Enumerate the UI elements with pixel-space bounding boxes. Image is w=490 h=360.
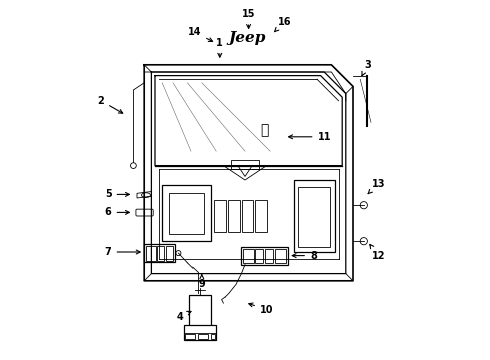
Bar — [189, 295, 211, 326]
Bar — [162, 185, 211, 241]
Text: 16: 16 — [274, 17, 292, 32]
Bar — [255, 249, 263, 263]
Bar — [228, 200, 240, 232]
Text: 2: 2 — [98, 96, 122, 113]
Text: 12: 12 — [370, 244, 385, 261]
Bar — [294, 180, 335, 252]
Bar — [298, 187, 330, 247]
Text: 13: 13 — [368, 179, 385, 194]
Text: 6: 6 — [105, 207, 129, 217]
Bar — [231, 160, 259, 169]
Bar — [274, 249, 286, 263]
Bar — [198, 334, 208, 339]
Text: 9: 9 — [198, 274, 205, 289]
Text: ⮳: ⮳ — [261, 123, 269, 137]
Bar — [211, 334, 215, 339]
Text: 15: 15 — [242, 9, 255, 28]
Text: 4: 4 — [177, 311, 191, 322]
Bar — [184, 325, 216, 340]
Text: Jeep: Jeep — [228, 31, 266, 45]
Text: 11: 11 — [289, 132, 331, 142]
Bar — [146, 246, 156, 261]
Text: 14: 14 — [188, 27, 213, 41]
Text: 5: 5 — [105, 189, 129, 199]
Text: 7: 7 — [105, 247, 140, 257]
Bar — [265, 249, 273, 263]
Text: 10: 10 — [249, 303, 273, 315]
Text: 1: 1 — [217, 38, 223, 57]
Text: 8: 8 — [292, 251, 317, 261]
Bar — [242, 247, 288, 265]
Bar — [170, 193, 204, 234]
Bar — [242, 200, 253, 232]
Bar — [144, 244, 175, 262]
Bar — [157, 246, 164, 261]
Bar — [166, 246, 173, 261]
Bar — [255, 200, 267, 232]
Text: 3: 3 — [362, 60, 371, 76]
Bar — [215, 200, 226, 232]
Bar — [243, 249, 254, 263]
Bar — [185, 334, 196, 339]
